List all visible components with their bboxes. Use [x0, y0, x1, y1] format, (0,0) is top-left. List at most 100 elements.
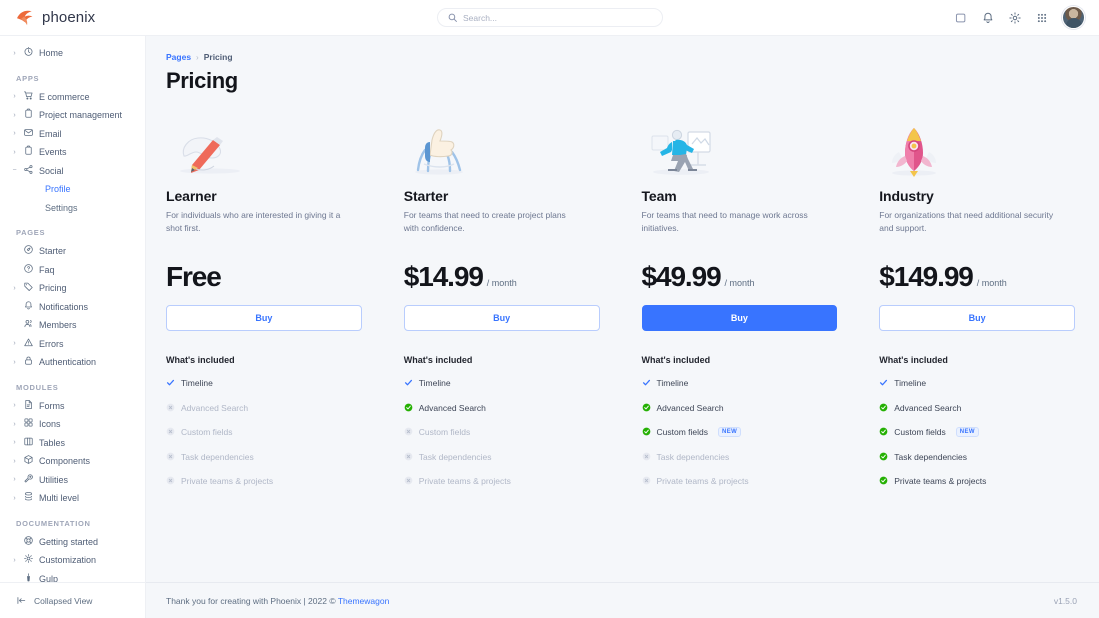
sidebar-item-label: Social: [39, 165, 64, 176]
feature-disabled-icon: [166, 399, 175, 417]
expand-caret[interactable]: ›: [13, 358, 16, 366]
sidebar-item-label: Gulp: [39, 573, 59, 582]
expand-caret[interactable]: ›: [13, 476, 16, 484]
buy-button-industry[interactable]: Buy: [879, 305, 1075, 332]
feature-label: Private teams & projects: [894, 476, 987, 487]
feature-item: Timeline: [166, 374, 362, 392]
expand-caret[interactable]: ›: [13, 130, 16, 138]
avatar[interactable]: [1062, 6, 1085, 29]
rocket-circle-icon: [23, 242, 34, 260]
plan-description: For individuals who are interested in gi…: [166, 210, 341, 234]
sidebar-item-customization[interactable]: › Customization: [0, 551, 145, 570]
feature-item: Private teams & projects: [642, 472, 838, 490]
feature-item: Private teams & projects: [166, 472, 362, 490]
sidebar-item-label: Multi level: [39, 493, 80, 504]
theme-toggle-icon[interactable]: [954, 11, 968, 25]
sidebar-item-events[interactable]: › Events: [0, 143, 145, 162]
feature-item: Private teams & projects: [404, 472, 600, 490]
buy-button-team[interactable]: Buy: [641, 305, 838, 332]
sidebar-item-label: Faq: [39, 264, 55, 275]
main-area: Pages › Pricing Pricing Learner For indiv…: [146, 36, 1099, 618]
sidebar-item-starter[interactable]: ›Starter: [0, 242, 145, 261]
expand-caret[interactable]: ›: [13, 556, 16, 564]
expand-caret[interactable]: ›: [13, 439, 16, 447]
share-nodes-icon: [23, 162, 34, 180]
sidebar-item-authentication[interactable]: › Authentication: [0, 353, 145, 372]
sidebar-item-label: Customization: [39, 555, 97, 566]
sidebar-item-forms[interactable]: › Forms: [0, 397, 145, 416]
included-title: What's included: [879, 355, 948, 366]
sidebar-item-label: Home: [39, 48, 64, 59]
expand-caret[interactable]: ›: [13, 93, 16, 101]
feature-included-icon: [879, 374, 888, 392]
grid-apps-icon[interactable]: [1035, 11, 1049, 25]
feature-included-icon: [642, 399, 651, 417]
expand-caret[interactable]: −: [12, 167, 17, 175]
sidebar-subitem-profile[interactable]: Profile: [45, 184, 71, 195]
sidebar-item-email[interactable]: › Email: [0, 125, 145, 144]
sidebar-item-e-commerce[interactable]: › E commerce: [0, 88, 145, 107]
expand-caret[interactable]: ›: [13, 111, 16, 119]
sidebar-subitem-settings[interactable]: Settings: [45, 202, 78, 213]
expand-caret[interactable]: ›: [13, 457, 16, 465]
sidebar-item-project-management[interactable]: › Project management: [0, 106, 145, 125]
sidebar-section-apps: APPS: [16, 73, 40, 83]
search-input[interactable]: [463, 12, 652, 23]
sidebar-item-notifications[interactable]: ›Notifications: [0, 298, 145, 317]
expand-caret[interactable]: ›: [13, 420, 16, 428]
expand-caret[interactable]: ›: [13, 494, 16, 502]
new-badge: NEW: [718, 427, 742, 438]
sidebar-item-label: Events: [39, 147, 67, 158]
buy-button-learner[interactable]: Buy: [166, 305, 362, 332]
included-title: What's included: [641, 355, 711, 366]
sidebar-item-multi-level[interactable]: › Multi level: [0, 489, 145, 508]
sidebar-item-icons[interactable]: › Icons: [0, 415, 145, 434]
sidebar: › Home APPS › E commerce › Project management ›…: [0, 36, 146, 618]
gear-icon[interactable]: [1008, 11, 1022, 25]
pricing-card-starter: Starter For teams that need to create pro…: [403, 116, 600, 490]
sidebar-item-pricing[interactable]: › Pricing: [0, 279, 145, 298]
expand-caret[interactable]: ›: [13, 284, 16, 292]
feature-item: Custom fields: [404, 423, 600, 441]
buy-button-starter[interactable]: Buy: [403, 305, 600, 332]
form-document-icon: [23, 397, 34, 415]
breadcrumb-current: Pricing: [203, 52, 233, 62]
sidebar-item-label: Components: [39, 456, 91, 467]
feature-disabled-icon: [166, 472, 175, 490]
plan-price: Free: [166, 261, 222, 293]
sidebar-collapse-toggle[interactable]: Collapsed View: [0, 582, 145, 618]
footer-version: v1.5.0: [1053, 595, 1077, 606]
sidebar-item-getting-started[interactable]: ›Getting started: [0, 533, 145, 552]
search-box[interactable]: [437, 8, 663, 27]
sidebar-item-errors[interactable]: › Errors: [0, 335, 145, 354]
sidebar-item-members[interactable]: ›Members: [0, 316, 145, 335]
wrench-icon: [23, 471, 34, 489]
breadcrumb-pages-link[interactable]: Pages: [166, 52, 192, 62]
plan-price: $149.99: [879, 261, 974, 293]
feature-disabled-icon: [642, 472, 651, 490]
sidebar-item-gulp[interactable]: ›Gulp: [0, 570, 145, 582]
layers-icon: [23, 489, 34, 507]
collapse-left-icon: [17, 597, 26, 604]
clock-dashboard-icon: [23, 44, 34, 62]
expand-caret[interactable]: ›: [13, 402, 16, 410]
bell-icon[interactable]: [981, 11, 995, 25]
search-area: [146, 8, 954, 27]
brand-logo-link[interactable]: phoenix: [0, 9, 146, 26]
plan-description: For teams that need to manage work acros…: [641, 210, 808, 234]
themewagon-link[interactable]: Themewagon: [337, 595, 390, 606]
expand-caret[interactable]: ›: [13, 340, 16, 348]
sidebar-item-home[interactable]: › Home: [0, 44, 145, 63]
feature-included-icon: [404, 374, 413, 392]
users-icon: [23, 316, 34, 334]
question-circle-icon: [23, 261, 34, 279]
expand-caret[interactable]: ›: [13, 148, 16, 156]
sidebar-scroll[interactable]: › Home APPS › E commerce › Project management ›…: [0, 36, 145, 582]
lifebuoy-icon: [23, 533, 34, 551]
sidebar-item-components[interactable]: › Components: [0, 452, 145, 471]
sidebar-item-faq[interactable]: ›Faq: [0, 261, 145, 280]
sidebar-item-tables[interactable]: › Tables: [0, 434, 145, 453]
sidebar-item-utilities[interactable]: › Utilities: [0, 471, 145, 490]
sidebar-item-social[interactable]: − Social: [0, 162, 145, 181]
expand-caret[interactable]: ›: [13, 49, 16, 57]
